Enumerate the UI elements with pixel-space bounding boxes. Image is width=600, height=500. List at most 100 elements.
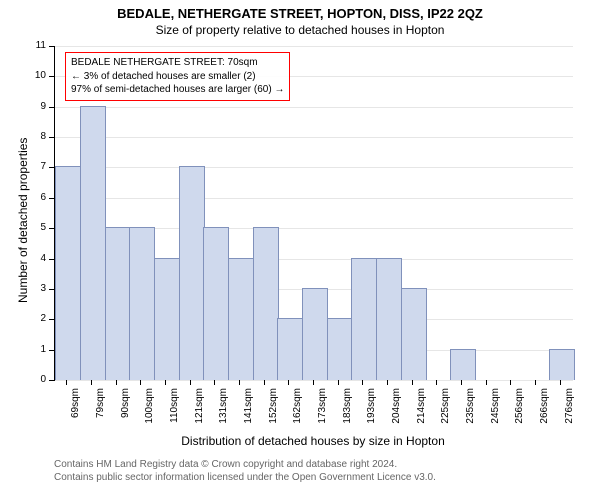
bar: [105, 227, 131, 380]
xtick-label: 90sqm: [120, 388, 131, 438]
xtick-mark: [338, 380, 339, 385]
footer-line: Contains HM Land Registry data © Crown c…: [54, 458, 436, 471]
xtick-label: 235sqm: [465, 388, 476, 438]
bar: [277, 318, 303, 380]
gridline: [55, 380, 573, 381]
ytick-label: 2: [28, 313, 46, 324]
xtick-label: 173sqm: [317, 388, 328, 438]
bar: [179, 166, 205, 380]
xtick-mark: [239, 380, 240, 385]
ytick-mark: [49, 289, 54, 290]
annotation-line: ← 3% of detached houses are smaller (2): [71, 70, 284, 84]
ytick-mark: [49, 167, 54, 168]
ytick-mark: [49, 350, 54, 351]
gridline: [55, 46, 573, 47]
plot-area: BEDALE NETHERGATE STREET: 70sqm← 3% of d…: [54, 46, 573, 381]
ytick-mark: [49, 137, 54, 138]
annotation-box: BEDALE NETHERGATE STREET: 70sqm← 3% of d…: [65, 52, 290, 101]
ytick-label: 7: [28, 161, 46, 172]
xtick-mark: [560, 380, 561, 385]
chart-container: BEDALE, NETHERGATE STREET, HOPTON, DISS,…: [0, 0, 600, 500]
xtick-mark: [116, 380, 117, 385]
xtick-mark: [387, 380, 388, 385]
bar: [401, 288, 427, 380]
ytick-label: 1: [28, 344, 46, 355]
xtick-label: 183sqm: [342, 388, 353, 438]
xtick-mark: [510, 380, 511, 385]
bar: [302, 288, 328, 380]
xtick-mark: [313, 380, 314, 385]
xtick-mark: [66, 380, 67, 385]
annotation-line: 97% of semi-detached houses are larger (…: [71, 83, 284, 97]
ytick-mark: [49, 198, 54, 199]
ytick-mark: [49, 228, 54, 229]
xtick-label: 193sqm: [366, 388, 377, 438]
bar: [351, 258, 377, 380]
ytick-label: 8: [28, 131, 46, 142]
gridline: [55, 137, 573, 138]
bar: [376, 258, 402, 380]
xtick-mark: [214, 380, 215, 385]
ytick-label: 4: [28, 253, 46, 264]
xtick-mark: [436, 380, 437, 385]
bar: [549, 349, 575, 380]
xtick-label: 79sqm: [95, 388, 106, 438]
xtick-mark: [412, 380, 413, 385]
ytick-mark: [49, 380, 54, 381]
xtick-label: 69sqm: [70, 388, 81, 438]
xtick-mark: [288, 380, 289, 385]
bar: [55, 166, 81, 380]
bar: [203, 227, 229, 380]
xtick-label: 162sqm: [292, 388, 303, 438]
gridline: [55, 198, 573, 199]
xtick-label: 266sqm: [539, 388, 550, 438]
xtick-label: 121sqm: [194, 388, 205, 438]
xtick-label: 276sqm: [564, 388, 575, 438]
bar: [129, 227, 155, 380]
bar: [253, 227, 279, 380]
xtick-label: 245sqm: [490, 388, 501, 438]
annotation-line: BEDALE NETHERGATE STREET: 70sqm: [71, 56, 284, 70]
chart-title: BEDALE, NETHERGATE STREET, HOPTON, DISS,…: [0, 0, 600, 21]
xtick-label: 204sqm: [391, 388, 402, 438]
ytick-mark: [49, 319, 54, 320]
ytick-label: 0: [28, 374, 46, 385]
xtick-label: 152sqm: [268, 388, 279, 438]
bar: [450, 349, 476, 380]
xtick-label: 214sqm: [416, 388, 427, 438]
ytick-mark: [49, 76, 54, 77]
ytick-label: 3: [28, 283, 46, 294]
ytick-label: 5: [28, 222, 46, 233]
ytick-label: 10: [28, 70, 46, 81]
bar: [228, 258, 254, 380]
xtick-mark: [91, 380, 92, 385]
ytick-label: 9: [28, 101, 46, 112]
ytick-mark: [49, 46, 54, 47]
xtick-label: 225sqm: [440, 388, 451, 438]
xtick-label: 256sqm: [514, 388, 525, 438]
gridline: [55, 167, 573, 168]
xtick-mark: [264, 380, 265, 385]
xtick-label: 141sqm: [243, 388, 254, 438]
ytick-label: 6: [28, 192, 46, 203]
xtick-mark: [165, 380, 166, 385]
xtick-mark: [362, 380, 363, 385]
bar: [154, 258, 180, 380]
bar: [80, 106, 106, 380]
gridline: [55, 107, 573, 108]
footer-line: Contains public sector information licen…: [54, 471, 436, 484]
ytick-mark: [49, 259, 54, 260]
xtick-mark: [486, 380, 487, 385]
xtick-mark: [190, 380, 191, 385]
chart-subtitle: Size of property relative to detached ho…: [0, 21, 600, 37]
xtick-mark: [535, 380, 536, 385]
bar: [327, 318, 353, 380]
xtick-mark: [140, 380, 141, 385]
ytick-label: 11: [28, 40, 46, 51]
xtick-label: 131sqm: [218, 388, 229, 438]
xtick-mark: [461, 380, 462, 385]
xtick-label: 110sqm: [169, 388, 180, 438]
footer-attribution: Contains HM Land Registry data © Crown c…: [54, 458, 436, 484]
ytick-mark: [49, 107, 54, 108]
xtick-label: 100sqm: [144, 388, 155, 438]
